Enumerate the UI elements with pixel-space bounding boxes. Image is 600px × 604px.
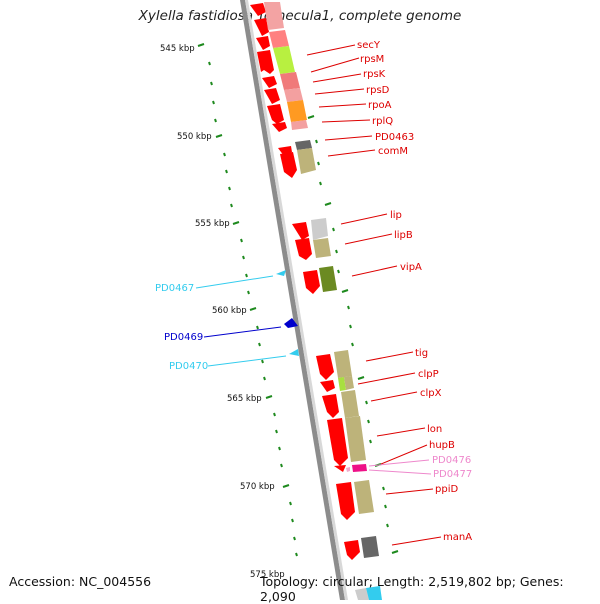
scale-label-545: 545 kbp xyxy=(160,44,195,54)
forward-genes-top xyxy=(250,3,287,132)
forward-genes-lip xyxy=(292,218,331,260)
gene-label-comM: comM xyxy=(378,146,408,157)
leader-lines xyxy=(195,44,442,546)
gene-label-rpsD: rpsD xyxy=(366,85,390,96)
gene-label-clpP: clpP xyxy=(418,369,439,380)
scale-label-560: 560 kbp xyxy=(212,306,247,316)
gene-block xyxy=(273,46,295,74)
accession-text: Accession: NC_004556 xyxy=(9,574,152,589)
gene-label-vipA: vipA xyxy=(400,262,422,273)
gene-blocks-top xyxy=(264,2,308,130)
gene-arrow xyxy=(327,418,348,466)
gene-label-PD0469: PD0469 xyxy=(164,332,203,343)
gene-arrow xyxy=(256,36,270,50)
gene-block xyxy=(287,100,307,122)
gene-block xyxy=(341,390,359,418)
gene-label-tig: tig xyxy=(415,348,428,359)
gene-label-PD0477: PD0477 xyxy=(433,469,472,480)
scale-label-575: 575 kbp xyxy=(250,570,285,580)
gene-arrow-PD0467 xyxy=(276,270,286,276)
gene-arrow xyxy=(257,50,274,74)
gene-label-PD0467: PD0467 xyxy=(155,283,194,294)
gene-block xyxy=(354,480,374,514)
scale-label-570: 570 kbp xyxy=(240,482,275,492)
gene-label-secY: secY xyxy=(357,40,381,51)
gene-label-rpsM: rpsM xyxy=(360,54,384,65)
gene-block-bottom xyxy=(355,588,369,600)
gene-arrow xyxy=(280,152,297,178)
gene-label-rpoA: rpoA xyxy=(368,100,392,111)
gene-label-PD0476: PD0476 xyxy=(432,455,471,466)
gene-block xyxy=(338,377,346,391)
gene-arrow xyxy=(250,3,266,16)
gene-block xyxy=(361,536,379,558)
gene-labels: secY rpsM rpsK rpsD rpoA rplQ PD0463 com… xyxy=(155,40,472,543)
gene-arrow xyxy=(334,465,346,472)
gene-block xyxy=(334,350,352,378)
forward-genes-hupB xyxy=(334,464,367,472)
gene-arrow xyxy=(320,380,335,392)
genome-backbone xyxy=(240,0,345,600)
gene-block xyxy=(291,120,308,130)
gene-block xyxy=(280,72,300,90)
gene-label-hupB: hupB xyxy=(429,440,455,451)
forward-genes-vipA xyxy=(303,266,337,294)
gene-block xyxy=(297,148,316,174)
gene-arrow xyxy=(303,270,320,294)
gene-label-rplQ: rplQ xyxy=(372,116,393,127)
forward-genes-manA xyxy=(344,536,379,560)
gene-label-ppiD: ppiD xyxy=(435,484,458,495)
gene-arrow xyxy=(272,122,287,132)
gene-arrow xyxy=(254,18,269,36)
gene-block xyxy=(344,376,354,390)
gene-arrow xyxy=(295,238,312,260)
gene-label-clpX: clpX xyxy=(420,388,442,399)
gene-label-PD0463: PD0463 xyxy=(375,132,414,143)
gene-block-bottom xyxy=(366,586,382,600)
scale-label-565: 565 kbp xyxy=(227,394,262,404)
gene-label-manA: manA xyxy=(443,532,472,543)
gene-arrow xyxy=(344,540,360,560)
gene-label-PD0470: PD0470 xyxy=(169,361,208,372)
backbone-highlight xyxy=(245,0,348,600)
gene-arrow-PD0470 xyxy=(289,349,299,356)
map-title: Xylella fastidiosa Temecula1, complete g… xyxy=(138,8,462,24)
forward-genes-tig xyxy=(316,350,366,466)
gene-block xyxy=(284,88,303,102)
gene-block xyxy=(345,416,366,462)
gene-label-lipB: lipB xyxy=(394,230,413,241)
scale-label-555: 555 kbp xyxy=(195,219,230,229)
gene-arrow xyxy=(262,76,277,88)
scale-label-550: 550 kbp xyxy=(177,132,212,142)
gene-arrow xyxy=(316,354,334,380)
gene-label-lon: lon xyxy=(427,424,442,435)
gene-arrow xyxy=(264,88,280,104)
gene-block xyxy=(295,140,312,150)
scale-dashes xyxy=(197,43,298,557)
gene-arrow xyxy=(336,482,355,520)
gene-arrow-PD0469 xyxy=(284,318,298,328)
gene-arrow xyxy=(322,394,339,418)
forward-genes-comM xyxy=(278,140,316,178)
gene-arrow xyxy=(292,222,309,240)
gene-arrow xyxy=(267,104,284,124)
gene-block xyxy=(313,238,331,258)
gene-block xyxy=(311,218,328,240)
gene-block xyxy=(346,467,350,472)
gene-block xyxy=(319,266,337,292)
gene-label-rpsK: rpsK xyxy=(363,69,386,80)
gene-label-lip: lip xyxy=(390,210,402,221)
forward-genes-ppiD xyxy=(336,480,374,520)
gene-block xyxy=(264,2,284,30)
gene-block xyxy=(269,30,289,48)
gene-block xyxy=(352,464,367,472)
